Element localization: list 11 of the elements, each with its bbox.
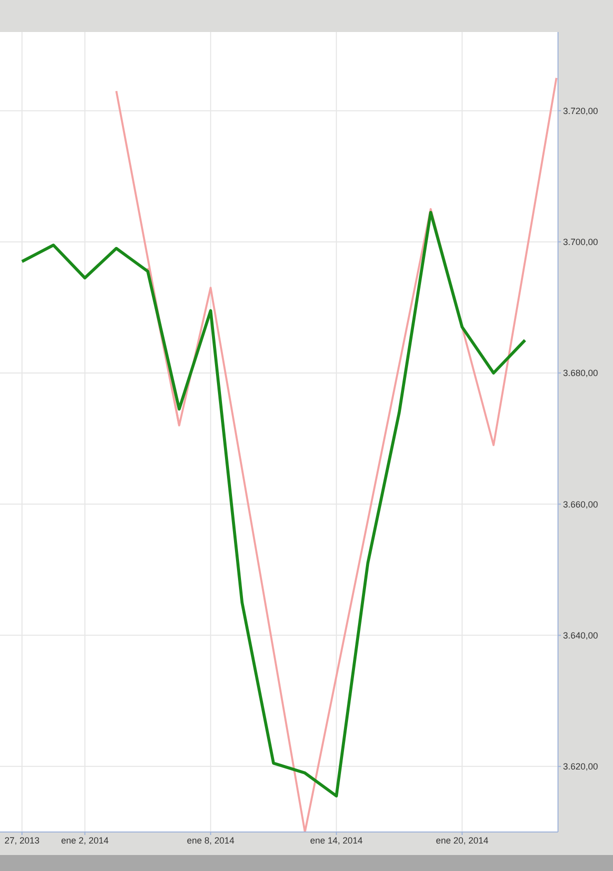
x-tick-label: ene 8, 2014 [186,835,234,846]
y-tick-label: 3.640,00 [563,630,598,640]
x-tick-label: ene 14, 2014 [310,835,363,846]
x-tick-label: ene 2, 2014 [61,835,109,846]
y-tick-label: 3.720,00 [563,106,598,116]
y-tick-label: 3.700,00 [563,237,598,248]
x-tick-label: 27, 2013 [4,835,40,846]
y-tick-label: 3.620,00 [563,762,598,772]
y-tick-label: 3.660,00 [563,499,598,510]
y-tick-label: 3.680,00 [563,368,598,378]
x-tick-label: ene 20, 2014 [436,835,488,846]
